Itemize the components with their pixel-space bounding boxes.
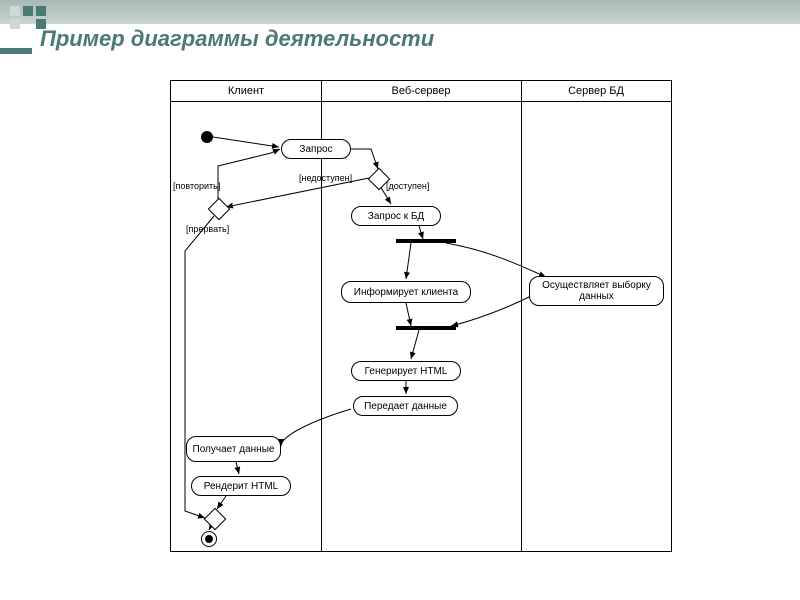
activity-node: Передает данные [353,396,458,416]
edge [351,149,378,169]
edge [218,149,280,199]
guard-label: [недоступен] [299,173,352,183]
activity-node: Информирует клиента [341,281,471,303]
edge [406,303,411,326]
slide-topbar [0,0,800,24]
activity-node: Запрос к БД [351,206,441,226]
accent-bar [0,48,32,54]
activity-node: Рендерит HTML [191,476,291,496]
activity-node: Запрос [281,139,351,159]
activity-diagram: КлиентВеб-серверСервер БД Запрос Запрос к … [170,80,672,552]
decision-node [208,198,231,221]
guard-label: [доступен] [386,181,429,191]
activity-node: Генерирует HTML [351,361,461,381]
guard-label: [повторить] [173,181,220,191]
edge [419,226,423,239]
final-node [201,531,217,547]
edge [217,496,226,509]
swimlane-divider [521,81,522,551]
edge [236,462,239,474]
sync-bar [396,326,456,330]
edge [213,137,279,147]
swimlane-header: Сервер БД [521,81,671,102]
edge [411,330,419,359]
edge [406,243,411,279]
edge [185,216,214,518]
guard-label: [прервать] [186,224,229,234]
decision-node [204,508,227,531]
sync-bar [396,239,456,243]
sq [10,6,20,16]
edge [281,409,351,446]
initial-node [201,131,213,143]
sq [23,6,33,16]
slide-title: Пример диаграммы деятельности [40,26,434,52]
sq [36,6,46,16]
swimlane-header: Веб-сервер [321,81,521,102]
activity-node: Осуществляет выборку данных [529,276,664,306]
sq [10,19,20,29]
edge [446,243,546,277]
swimlane-header: Клиент [171,81,321,102]
activity-node: Получает данные [186,436,281,462]
sq [23,19,33,29]
